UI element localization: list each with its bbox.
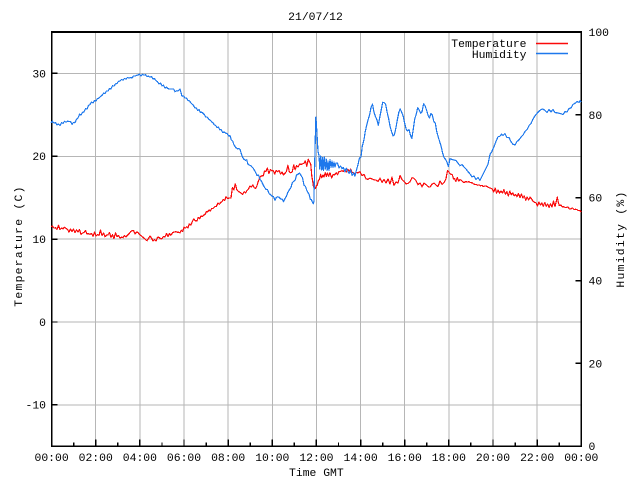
- svg-text:80: 80: [589, 111, 603, 123]
- svg-text:02:00: 02:00: [79, 453, 113, 465]
- svg-text:16:00: 16:00: [388, 453, 422, 465]
- svg-text:14:00: 14:00: [343, 453, 377, 465]
- svg-text:40: 40: [589, 276, 603, 288]
- svg-text:18:00: 18:00: [432, 453, 466, 465]
- svg-text:Humidity (%): Humidity (%): [616, 190, 628, 287]
- svg-text:Time GMT: Time GMT: [289, 468, 344, 480]
- svg-text:12:00: 12:00: [299, 453, 333, 465]
- svg-text:21/07/12: 21/07/12: [288, 12, 343, 24]
- svg-text:Temperature (C): Temperature (C): [14, 185, 26, 306]
- svg-text:08:00: 08:00: [211, 453, 245, 465]
- svg-text:20:00: 20:00: [476, 453, 510, 465]
- svg-text:10: 10: [32, 235, 46, 247]
- svg-text:04:00: 04:00: [123, 453, 157, 465]
- svg-text:00:00: 00:00: [564, 453, 598, 465]
- svg-text:06:00: 06:00: [167, 453, 201, 465]
- svg-text:Temperature: Temperature: [451, 39, 526, 51]
- svg-text:22:00: 22:00: [520, 453, 554, 465]
- svg-text:00:00: 00:00: [35, 453, 69, 465]
- svg-text:30: 30: [32, 69, 46, 81]
- svg-text:60: 60: [589, 194, 603, 206]
- svg-text:0: 0: [39, 318, 46, 330]
- svg-text:Humidity: Humidity: [472, 50, 527, 62]
- svg-text:20: 20: [32, 152, 46, 164]
- svg-text:-10: -10: [25, 401, 46, 413]
- svg-text:10:00: 10:00: [255, 453, 289, 465]
- svg-text:0: 0: [589, 442, 596, 454]
- svg-text:20: 20: [589, 359, 603, 371]
- svg-text:100: 100: [589, 28, 610, 40]
